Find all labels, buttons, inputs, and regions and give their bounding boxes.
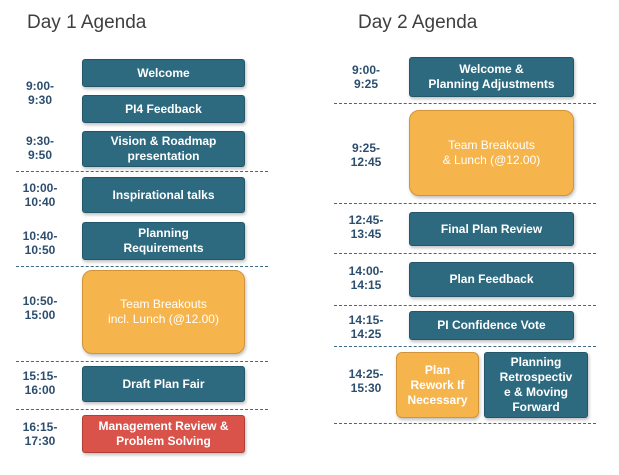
day1-time-5: 10:50- 15:00: [22, 294, 58, 322]
day2-session-team-breakouts: Team Breakouts & Lunch (@12.00): [409, 110, 574, 196]
day2-divider-1: [334, 103, 596, 104]
day2-title: Day 2 Agenda: [358, 12, 478, 33]
day1-session-vision-roadmap: Vision & Roadmap presentation: [82, 131, 245, 167]
day1-time-6: 15:15- 16:00: [22, 369, 58, 397]
day2-divider-5: [334, 346, 596, 347]
day2-time-4: 14:00- 14:15: [348, 264, 384, 292]
day1-time-3: 10:00- 10:40: [22, 181, 58, 209]
day2-time-5: 14:15- 14:25: [348, 313, 384, 341]
day2-divider-2: [334, 203, 596, 204]
day2-session-final-plan-review: Final Plan Review: [409, 212, 574, 246]
day1-time-1: 9:00- 9:30: [25, 79, 54, 107]
day1-divider-4: [16, 409, 268, 410]
day1-session-draft-plan-fair: Draft Plan Fair: [82, 366, 245, 402]
day2-session-planning-retrospective: Planning Retrospectiv e & Moving Forward: [484, 352, 588, 418]
day1-session-management-review: Management Review & Problem Solving: [82, 415, 245, 453]
day1-time-4: 10:40- 10:50: [22, 229, 58, 257]
day1-time-7: 16:15- 17:30: [22, 420, 58, 448]
day1-divider-3: [16, 361, 268, 362]
day2-session-welcome-adjustments: Welcome & Planning Adjustments: [409, 57, 574, 97]
day1-divider-1: [16, 171, 268, 172]
day1-divider-2: [16, 266, 268, 267]
day2-session-pi-confidence-vote: PI Confidence Vote: [409, 311, 574, 340]
day2-session-plan-rework: Plan Rework If Necessary: [396, 352, 479, 418]
day2-time-2: 9:25- 12:45: [350, 141, 382, 169]
day2-divider-3: [334, 253, 596, 254]
day2-divider-4: [334, 305, 596, 306]
day2-time-3: 12:45- 13:45: [348, 213, 384, 241]
day1-session-inspirational-talks: Inspirational talks: [82, 177, 245, 213]
day1-session-planning-requirements: Planning Requirements: [82, 222, 245, 260]
day1-title: Day 1 Agenda: [27, 12, 147, 33]
day2-time-6: 14:25- 15:30: [348, 367, 384, 395]
day1-session-pi4-feedback: PI4 Feedback: [82, 95, 245, 123]
day1-session-team-breakouts: Team Breakouts incl. Lunch (@12.00): [82, 270, 245, 354]
day2-time-1: 9:00- 9:25: [351, 63, 380, 91]
day2-session-plan-feedback: Plan Feedback: [409, 262, 574, 297]
day1-time-2: 9:30- 9:50: [25, 134, 54, 162]
day1-session-welcome: Welcome: [82, 59, 245, 87]
day2-divider-6: [334, 423, 596, 424]
